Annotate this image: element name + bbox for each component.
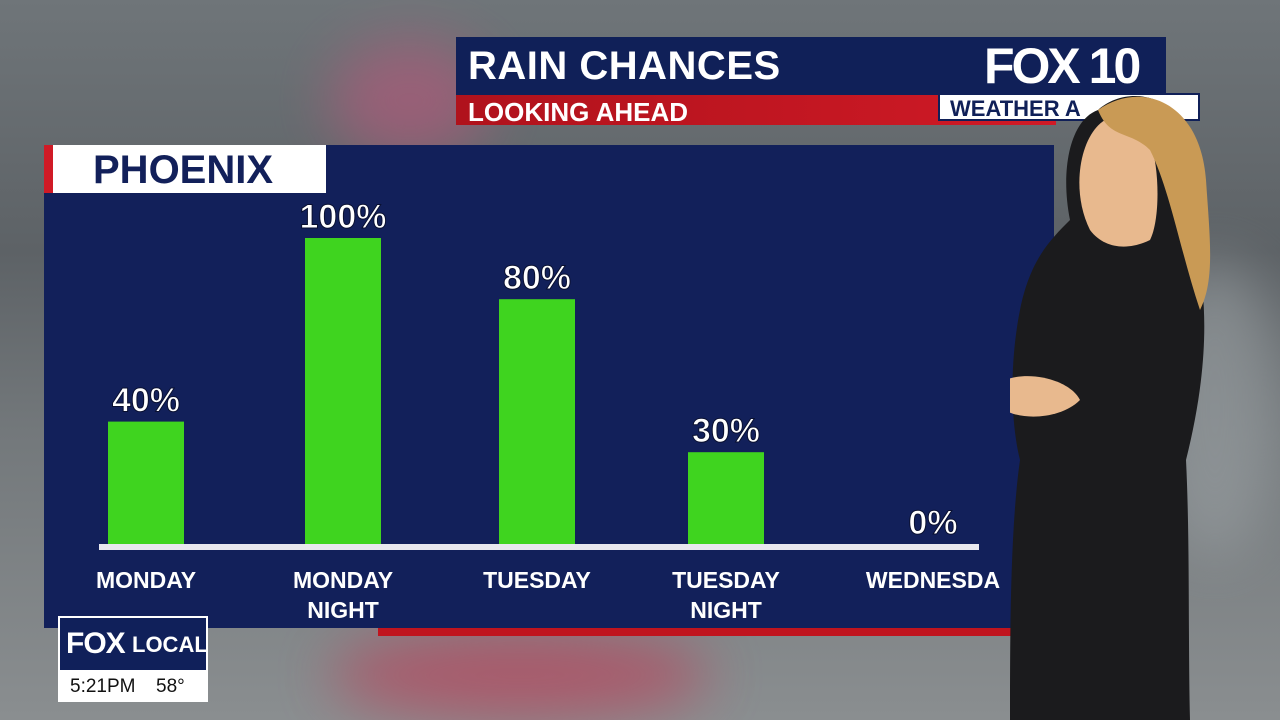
category-label-2: TUESDAY	[483, 567, 591, 593]
bar-3	[688, 452, 764, 544]
value-label-1: 100%	[300, 198, 387, 236]
bar-1	[305, 238, 381, 544]
bar-2	[499, 299, 575, 544]
fox10-logo: FOX 10	[984, 38, 1141, 94]
page-title: RAIN CHANCES	[468, 44, 781, 88]
bar-0	[108, 421, 184, 544]
value-label-0: 40%	[112, 382, 180, 420]
location-tab: PHOENIX	[44, 145, 326, 193]
category-label-3: TUESDAY	[672, 567, 780, 593]
time-temp-bar: 5:21PM 58°	[58, 672, 208, 702]
location-label: PHOENIX	[93, 148, 274, 192]
category-label-1: NIGHT	[307, 597, 379, 623]
title-block: RAIN CHANCES LOOKING AHEAD FOX 10 WEATHE…	[456, 37, 1200, 127]
brand-logo-box: FOX 10	[976, 37, 1166, 95]
local-logo-text: LOCAL	[132, 632, 208, 657]
category-label-3: NIGHT	[690, 597, 762, 623]
value-label-4: 0%	[908, 504, 957, 542]
category-label-4: WEDNESDA	[866, 567, 1000, 593]
current-temperature: 58°	[156, 676, 185, 697]
fox-local-logo: FOX LOCAL	[58, 616, 208, 672]
value-label-3: 30%	[692, 412, 760, 450]
fox-local-bug: FOX LOCAL 5:21PM 58°	[58, 616, 208, 702]
board-accent-line	[378, 628, 1054, 636]
page-subtitle: LOOKING AHEAD	[468, 97, 689, 127]
weather-tag-label: WEATHER A	[950, 96, 1081, 121]
presenter-figure	[1010, 96, 1211, 720]
chart-baseline	[99, 544, 979, 550]
background-blur	[330, 630, 710, 720]
title-bar: RAIN CHANCES	[456, 37, 976, 95]
category-label-0: MONDAY	[96, 567, 196, 593]
value-label-2: 80%	[503, 259, 571, 297]
fox-logo-text: FOX	[66, 627, 126, 660]
current-time: 5:21PM	[70, 676, 136, 697]
category-label-1: MONDAY	[293, 567, 393, 593]
